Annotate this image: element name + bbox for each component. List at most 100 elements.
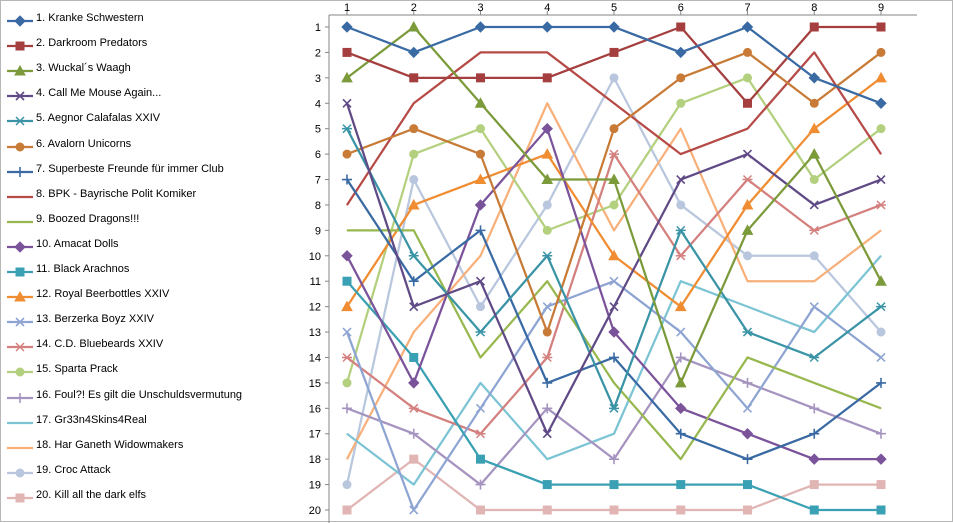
series-5 (342, 124, 886, 413)
data-point (676, 200, 686, 210)
data-point (676, 174, 686, 185)
data-point (676, 327, 686, 337)
data-point (542, 377, 553, 388)
data-point (408, 377, 420, 389)
legend-item: 9. Boozed Dragons!!! (5, 210, 295, 230)
legend-swatch (7, 493, 33, 503)
legend-marker (15, 166, 25, 177)
legend-marker (14, 241, 26, 253)
legend-item: 14. C.D. Bluebeards XXIV (5, 335, 295, 355)
data-point (680, 280, 682, 282)
data-point (742, 454, 753, 465)
series-19 (342, 73, 886, 490)
data-point (741, 428, 754, 440)
y-tick-label: 11 (310, 276, 321, 288)
data-point (675, 402, 687, 415)
legend-marker (15, 342, 25, 352)
data-point (813, 382, 815, 384)
legend-swatch (7, 317, 33, 327)
legend-item: 6. Avalorn Unicorns (5, 135, 295, 155)
legend-item: 20. Kill all the dark elfs (5, 486, 295, 506)
legend-swatch (7, 367, 33, 377)
data-point (613, 433, 615, 435)
data-point (809, 428, 820, 439)
series-4 (342, 98, 886, 439)
series-16 (342, 352, 886, 490)
legend-marker (15, 367, 25, 377)
data-point (342, 174, 352, 185)
data-point (342, 124, 352, 134)
legend-marker (15, 267, 25, 277)
legend-marker (15, 493, 25, 503)
series-6 (342, 47, 886, 337)
data-point (480, 51, 481, 53)
data-point (813, 51, 815, 53)
legend-item: 11. Black Arachnos (5, 260, 295, 280)
data-point (475, 429, 486, 439)
y-tick-label: 6 (315, 149, 321, 161)
legend-swatch (7, 468, 33, 478)
legend-item: 8. BPK - Bayrische Polit Komiker (5, 185, 295, 205)
data-point (809, 98, 819, 108)
y-tick-label: 16 (309, 403, 321, 415)
legend-item: 17. Gr33n4Skins4Real (5, 411, 295, 431)
data-point (480, 382, 481, 384)
data-point (680, 128, 682, 130)
data-point (747, 128, 748, 130)
data-point (609, 480, 619, 490)
data-point (809, 225, 820, 235)
legend-label: 9. Boozed Dragons!!! (36, 212, 140, 225)
y-tick-label: 2 (315, 47, 321, 59)
y-tick-label: 19 (309, 480, 321, 492)
data-point (876, 22, 886, 32)
data-point (676, 480, 686, 490)
data-point (875, 97, 887, 109)
legend-item: 15. Sparta Prack (5, 360, 295, 380)
data-point (809, 352, 820, 363)
data-point (876, 480, 886, 490)
data-point (475, 225, 486, 236)
data-point (346, 229, 348, 231)
data-point (876, 352, 886, 363)
legend-label: 15. Sparta Prack (36, 363, 118, 376)
data-point (542, 403, 553, 414)
legend-label: 12. Royal Beerbottles XXIV (36, 288, 170, 301)
data-point (875, 453, 887, 465)
data-point (674, 300, 687, 312)
legend-marker (15, 392, 25, 403)
data-point (475, 479, 486, 490)
series-15 (342, 73, 886, 388)
data-point (342, 98, 352, 108)
data-point (680, 458, 682, 460)
data-point (475, 276, 486, 286)
legend-marker (15, 142, 25, 151)
legend-label: 14. C.D. Bluebeards XXIV (36, 338, 164, 351)
data-point (413, 229, 415, 231)
y-tick-label: 4 (315, 98, 321, 110)
legend-marker (15, 91, 25, 101)
data-point (808, 122, 821, 134)
legend-swatch (7, 116, 33, 126)
data-point (342, 276, 352, 286)
data-point (809, 22, 819, 32)
data-point (880, 255, 882, 257)
data-point (880, 229, 882, 231)
data-point (608, 21, 620, 33)
data-point (743, 505, 752, 515)
data-point (809, 505, 819, 515)
x-tick-label: 2 (411, 2, 417, 14)
legend-label: 2. Darkroom Predators (36, 37, 148, 50)
data-point (546, 280, 548, 282)
legend-item: 18. Har Ganeth Widowmakers (5, 436, 295, 456)
data-point (813, 280, 815, 282)
data-point (546, 51, 548, 53)
data-point (474, 199, 487, 211)
x-tick-label: 1 (344, 2, 350, 14)
y-tick-label: 20 (309, 505, 321, 517)
x-tick-label: 8 (811, 2, 817, 14)
data-point (413, 484, 415, 486)
data-point (809, 302, 819, 312)
data-point (476, 505, 485, 515)
x-tick-label: 4 (544, 2, 550, 14)
data-point (409, 124, 419, 134)
